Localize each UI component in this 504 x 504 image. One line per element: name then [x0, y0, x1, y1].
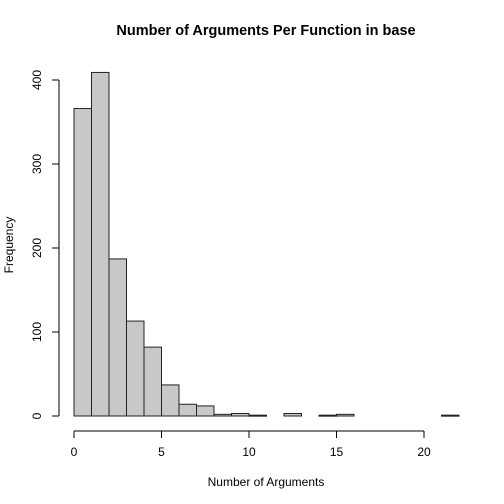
- x-tick-label: 20: [417, 445, 431, 459]
- histogram-bar: [231, 412, 250, 417]
- x-tick-label: 10: [242, 445, 256, 459]
- y-tick-label: 200: [30, 238, 44, 258]
- histogram-bar: [108, 258, 127, 417]
- histogram-bar: [213, 413, 232, 417]
- chart-title: Number of Arguments Per Function in base: [116, 23, 415, 39]
- histogram-bar: [91, 71, 110, 417]
- histogram-bar: [336, 413, 355, 417]
- histogram-bar: [73, 108, 92, 417]
- histogram-bar: [196, 405, 215, 417]
- y-tick-label: 300: [30, 154, 44, 174]
- bars-group: [73, 71, 460, 417]
- histogram-bar: [161, 384, 180, 417]
- x-tick-label: 0: [71, 445, 78, 459]
- histogram-bar: [248, 414, 267, 417]
- y-tick-label: 100: [30, 322, 44, 342]
- y-axis: 0 100 200 300 400: [30, 70, 60, 419]
- histogram-bar: [143, 346, 162, 417]
- x-axis-label: Number of Arguments: [208, 475, 325, 489]
- histogram-bar: [178, 403, 197, 417]
- histogram-bar: [283, 412, 302, 417]
- histogram-bar: [318, 414, 337, 417]
- y-tick-label: 0: [30, 412, 44, 419]
- y-axis-label: Frequency: [2, 217, 16, 274]
- x-tick-label: 15: [330, 445, 344, 459]
- x-tick-label: 5: [158, 445, 165, 459]
- histogram-bar: [126, 320, 145, 417]
- x-axis: 0 5 10 15 20: [71, 430, 431, 459]
- histogram-bar: [441, 414, 460, 417]
- y-tick-label: 400: [30, 70, 44, 90]
